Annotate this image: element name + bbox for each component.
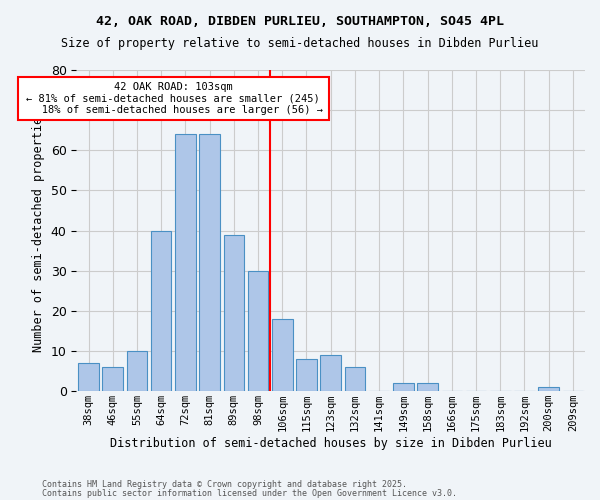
- Bar: [417, 383, 438, 391]
- Bar: [127, 351, 147, 391]
- Text: Contains public sector information licensed under the Open Government Licence v3: Contains public sector information licen…: [42, 488, 457, 498]
- Bar: [272, 319, 293, 391]
- X-axis label: Distribution of semi-detached houses by size in Dibden Purlieu: Distribution of semi-detached houses by …: [110, 437, 551, 450]
- Text: 42 OAK ROAD: 103sqm
← 81% of semi-detached houses are smaller (245)
   18% of se: 42 OAK ROAD: 103sqm ← 81% of semi-detach…: [23, 82, 323, 115]
- Bar: [296, 359, 317, 391]
- Bar: [175, 134, 196, 391]
- Bar: [538, 387, 559, 391]
- Bar: [151, 230, 172, 391]
- Bar: [103, 367, 123, 391]
- Text: Size of property relative to semi-detached houses in Dibden Purlieu: Size of property relative to semi-detach…: [61, 38, 539, 51]
- Bar: [393, 383, 413, 391]
- Bar: [199, 134, 220, 391]
- Text: 42, OAK ROAD, DIBDEN PURLIEU, SOUTHAMPTON, SO45 4PL: 42, OAK ROAD, DIBDEN PURLIEU, SOUTHAMPTO…: [96, 15, 504, 28]
- Y-axis label: Number of semi-detached properties: Number of semi-detached properties: [32, 110, 45, 352]
- Bar: [344, 367, 365, 391]
- Bar: [78, 363, 99, 391]
- Bar: [320, 355, 341, 391]
- Bar: [224, 234, 244, 391]
- Text: Contains HM Land Registry data © Crown copyright and database right 2025.: Contains HM Land Registry data © Crown c…: [42, 480, 407, 489]
- Bar: [248, 270, 268, 391]
